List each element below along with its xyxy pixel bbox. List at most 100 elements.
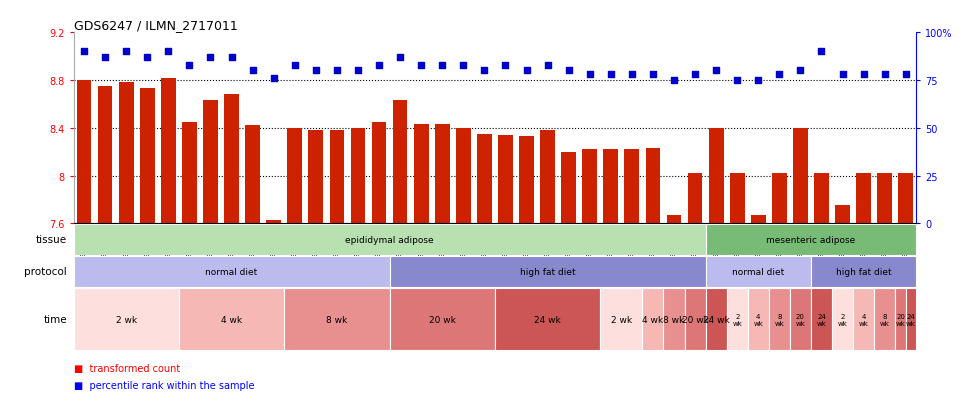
Point: [645, 72, 661, 78]
Point: [793, 68, 808, 74]
Point: [223, 55, 239, 61]
Bar: [643, 289, 663, 350]
Bar: [582, 150, 597, 224]
Bar: [727, 289, 748, 350]
Bar: [706, 289, 727, 350]
Text: 8
wk: 8 wk: [880, 313, 890, 326]
Text: 24 wk: 24 wk: [534, 315, 561, 324]
Bar: [267, 220, 281, 224]
Bar: [896, 289, 906, 350]
Point: [709, 68, 724, 74]
Bar: [854, 289, 874, 350]
Text: tissue: tissue: [36, 235, 68, 245]
Bar: [663, 289, 685, 350]
Bar: [519, 137, 534, 224]
Bar: [793, 128, 808, 224]
Point: [245, 68, 261, 74]
Point: [624, 72, 640, 78]
Point: [456, 62, 471, 69]
Bar: [688, 174, 703, 224]
Bar: [309, 131, 323, 224]
Text: 8
wk: 8 wk: [774, 313, 784, 326]
Point: [287, 62, 303, 69]
Bar: [390, 256, 706, 287]
Bar: [140, 89, 155, 224]
Point: [877, 72, 893, 78]
Text: 2 wk: 2 wk: [611, 315, 632, 324]
Bar: [203, 101, 218, 224]
Bar: [906, 289, 916, 350]
Text: 8 wk: 8 wk: [326, 315, 348, 324]
Point: [603, 72, 618, 78]
Bar: [790, 289, 811, 350]
Point: [813, 49, 829, 55]
Point: [181, 62, 197, 69]
Bar: [562, 152, 576, 224]
Text: 24
wk: 24 wk: [816, 313, 826, 326]
Bar: [287, 128, 302, 224]
Bar: [284, 289, 390, 350]
Bar: [624, 150, 639, 224]
Bar: [161, 78, 175, 224]
Bar: [751, 216, 765, 224]
Text: 20
wk: 20 wk: [896, 313, 906, 326]
Point: [434, 62, 450, 69]
Text: normal diet: normal diet: [732, 267, 784, 276]
Point: [582, 72, 598, 78]
Bar: [769, 289, 790, 350]
Text: ■  percentile rank within the sample: ■ percentile rank within the sample: [74, 380, 254, 390]
Text: time: time: [43, 314, 68, 324]
Bar: [98, 87, 113, 224]
Bar: [811, 289, 832, 350]
Point: [392, 55, 408, 61]
Bar: [748, 289, 769, 350]
Text: 20 wk: 20 wk: [429, 315, 456, 324]
Text: 2
wk: 2 wk: [732, 313, 742, 326]
Bar: [877, 174, 892, 224]
Bar: [666, 216, 681, 224]
Bar: [495, 289, 600, 350]
Bar: [393, 101, 408, 224]
Bar: [899, 174, 913, 224]
Text: 2 wk: 2 wk: [116, 315, 137, 324]
Point: [540, 62, 556, 69]
Text: normal diet: normal diet: [206, 267, 258, 276]
Bar: [540, 131, 555, 224]
Point: [329, 68, 345, 74]
Text: high fat diet: high fat diet: [836, 267, 892, 276]
Text: 4 wk: 4 wk: [642, 315, 663, 324]
Bar: [709, 128, 723, 224]
Bar: [329, 131, 344, 224]
Text: epididymal adipose: epididymal adipose: [345, 235, 434, 244]
Text: GDS6247 / ILMN_2717011: GDS6247 / ILMN_2717011: [74, 19, 237, 32]
Point: [97, 55, 113, 61]
Bar: [646, 149, 661, 224]
Bar: [390, 289, 495, 350]
Bar: [351, 128, 366, 224]
Bar: [119, 83, 133, 224]
Bar: [435, 125, 450, 224]
Text: 20 wk: 20 wk: [682, 315, 709, 324]
Point: [308, 68, 323, 74]
Bar: [706, 225, 916, 255]
Text: 4
wk: 4 wk: [754, 313, 763, 326]
Point: [751, 77, 766, 84]
Point: [161, 49, 176, 55]
Point: [76, 49, 92, 55]
Point: [561, 68, 576, 74]
Point: [203, 55, 219, 61]
Bar: [772, 174, 787, 224]
Text: ■  transformed count: ■ transformed count: [74, 363, 179, 373]
Point: [350, 68, 366, 74]
Point: [687, 72, 703, 78]
Text: protocol: protocol: [24, 266, 68, 277]
Point: [856, 72, 871, 78]
Text: 4
wk: 4 wk: [858, 313, 868, 326]
Bar: [477, 134, 492, 224]
Point: [119, 49, 134, 55]
Point: [498, 62, 514, 69]
Bar: [811, 256, 916, 287]
Point: [898, 72, 913, 78]
Point: [771, 72, 787, 78]
Bar: [604, 150, 618, 224]
